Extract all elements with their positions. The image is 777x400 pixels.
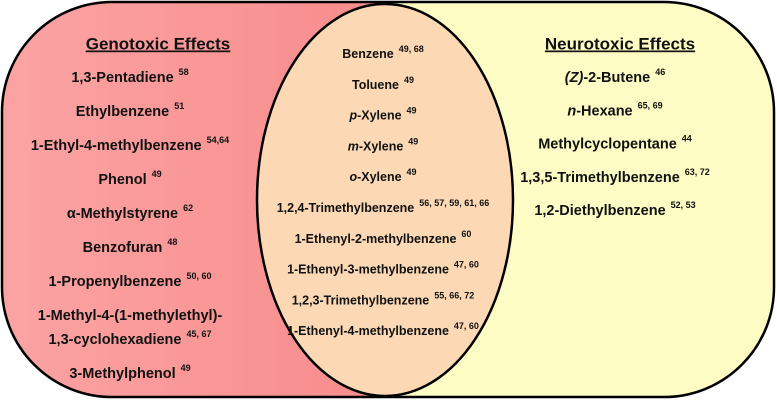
- reference-numbers: 58: [179, 67, 189, 77]
- compound-label: 1,3-cyclohexadiene 45, 67: [48, 329, 211, 347]
- compound-label: Phenol 49: [98, 169, 161, 187]
- compound-label: o-Xylene 49: [349, 168, 416, 185]
- compound-prefix: o: [349, 170, 357, 184]
- compound-name: 1-Ethenyl-2-methylbenzene: [295, 232, 457, 246]
- compound-name: -2-Butene: [583, 70, 650, 86]
- compound-name: 1,3,5-Trimethylbenzene: [520, 170, 680, 186]
- compound-prefix: n: [567, 103, 576, 119]
- compound-label: (Z)-2-Butene 46: [565, 67, 665, 85]
- compound-name: 1,2,4-Trimethylbenzene: [277, 201, 415, 215]
- compound-name: 1,2-Diethylbenzene: [534, 203, 665, 219]
- compound-name: 1-Ethenyl-4-methylbenzene: [287, 324, 449, 338]
- compound-name: Methylcyclopentane: [538, 136, 677, 152]
- compound-name: α-Methylstyrene: [67, 206, 178, 222]
- compound-label: 1-Ethyl-4-methylbenzene 54,64: [31, 135, 229, 153]
- reference-numbers: 60: [461, 229, 471, 239]
- compound-label: 1-Ethenyl-3-methylbenzene 47, 60: [287, 260, 479, 277]
- reference-numbers: 49: [407, 106, 417, 116]
- compound-name: Phenol: [98, 172, 146, 188]
- compound-label: n-Hexane 65, 69: [567, 101, 662, 119]
- reference-numbers: 56, 57, 59, 61, 66: [419, 198, 489, 208]
- reference-numbers: 49: [408, 137, 418, 147]
- compound-prefix: p: [348, 109, 357, 123]
- compound-name: 3-Methylphenol: [69, 366, 175, 382]
- compound-label: Methylcyclopentane 44: [538, 134, 692, 152]
- compound-label: 1,3-Pentadiene 58: [71, 67, 188, 85]
- compound-name: Benzene: [342, 47, 393, 61]
- compound-name: -Xylene: [357, 109, 402, 123]
- compound-label: α-Methylstyrene 62: [67, 203, 193, 221]
- compound-label: Benzene 49, 68: [342, 44, 423, 61]
- compound-label: 1,2-Diethylbenzene 52, 53: [534, 201, 695, 219]
- compound-name: 1-Ethenyl-3-methylbenzene: [287, 263, 449, 277]
- compound-name: 1-Ethyl-4-methylbenzene: [31, 138, 202, 154]
- compound-label: Benzofuran 48: [83, 237, 178, 255]
- reference-numbers: 45, 67: [186, 329, 211, 339]
- compound-name: 1,2,3-Trimethylbenzene: [292, 294, 430, 308]
- reference-numbers: 47, 60: [454, 322, 479, 332]
- compound-name: -Xylene: [359, 140, 404, 154]
- left-title: Genotoxic Effects: [86, 34, 231, 53]
- reference-numbers: 49, 68: [399, 44, 424, 54]
- reference-numbers: 52, 53: [671, 201, 696, 211]
- overlap-region: [255, 2, 515, 398]
- compound-name: 1-Methyl-4-(1-methylethyl)-: [38, 308, 223, 324]
- compound-label: Toluene 49: [352, 75, 414, 92]
- reference-numbers: 54,64: [207, 135, 230, 145]
- compound-prefix: (Z): [565, 70, 584, 86]
- reference-numbers: 47, 60: [454, 260, 479, 270]
- reference-numbers: 55, 66, 72: [434, 291, 474, 301]
- reference-numbers: 49: [404, 75, 414, 85]
- compound-label: m-Xylene 49: [348, 137, 419, 154]
- compound-name: Benzofuran: [83, 240, 163, 256]
- reference-numbers: 49: [152, 169, 162, 179]
- compound-name: 1,3-cyclohexadiene: [48, 332, 181, 348]
- compound-name: Toluene: [352, 78, 399, 92]
- compound-name: 1,3-Pentadiene: [71, 70, 173, 86]
- compound-label: 1-Methyl-4-(1-methylethyl)-: [38, 308, 223, 324]
- compound-label: 1-Ethenyl-2-methylbenzene 60: [295, 229, 472, 246]
- compound-label: 1,2,3-Trimethylbenzene 55, 66, 72: [292, 291, 475, 308]
- compound-label: 1-Ethenyl-4-methylbenzene 47, 60: [287, 322, 479, 339]
- reference-numbers: 44: [682, 134, 692, 144]
- reference-numbers: 49: [181, 363, 191, 373]
- reference-numbers: 48: [167, 237, 177, 247]
- compound-label: 1,2,4-Trimethylbenzene 56, 57, 59, 61, 66: [277, 198, 490, 215]
- compound-label: p-Xylene 49: [348, 106, 416, 123]
- reference-numbers: 49: [407, 168, 417, 178]
- reference-numbers: 63, 72: [685, 167, 710, 177]
- compound-name: 1-Propenylbenzene: [49, 274, 182, 290]
- reference-numbers: 51: [174, 101, 184, 111]
- compound-name: Ethylbenzene: [76, 104, 169, 120]
- reference-numbers: 62: [183, 203, 193, 213]
- reference-numbers: 46: [655, 67, 665, 77]
- compound-name: -Hexane: [576, 103, 632, 119]
- reference-numbers: 65, 69: [638, 101, 663, 111]
- compound-label: 3-Methylphenol 49: [69, 363, 190, 381]
- compound-label: 1-Propenylbenzene 50, 60: [49, 271, 212, 289]
- compound-label: Ethylbenzene 51: [76, 101, 184, 119]
- compound-name: -Xylene: [357, 170, 402, 184]
- right-title: Neurotoxic Effects: [545, 34, 695, 53]
- compound-label: 1,3,5-Trimethylbenzene 63, 72: [520, 167, 710, 185]
- reference-numbers: 50, 60: [186, 271, 211, 281]
- compound-prefix: m: [348, 140, 359, 154]
